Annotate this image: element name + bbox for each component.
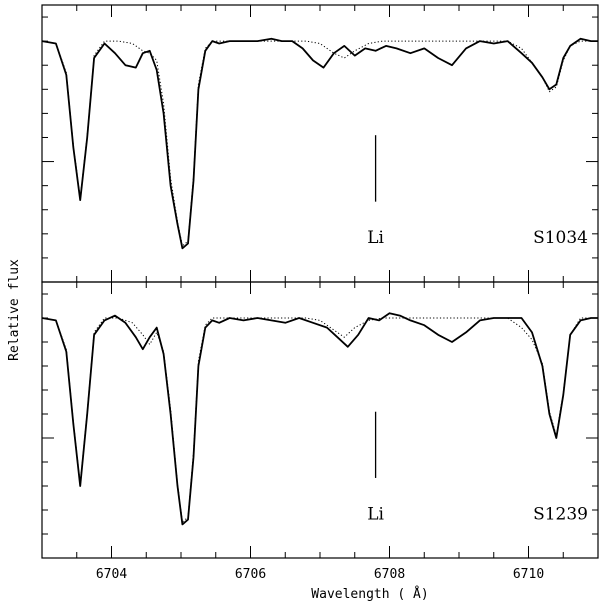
spectrum-dotted-series [41, 317, 598, 523]
x-tick-labels: 6704 6706 6708 6710 [96, 567, 544, 582]
li-annotation: Li [367, 228, 384, 248]
li-annotation: Li [367, 504, 384, 524]
x-tick-label: 6710 [513, 567, 544, 582]
spectrum-solid-series [41, 312, 598, 526]
star-label: S1239 [533, 504, 588, 524]
panels-group: Li S1034 Li S1239 [41, 4, 599, 559]
x-tick-label: 6706 [235, 567, 266, 582]
star-label: S1034 [533, 228, 588, 248]
y-axis-label: Relative flux [7, 259, 22, 361]
panel-1: Li S1034 [41, 4, 599, 283]
x-tick-label: 6708 [374, 567, 405, 582]
spectrum-dotted-series [41, 40, 598, 247]
spectrum-solid-series [41, 37, 598, 250]
x-tick-label: 6704 [96, 567, 127, 582]
panel-2: Li S1239 [41, 281, 599, 559]
x-axis-label: Wavelength ( Å) [311, 586, 428, 602]
